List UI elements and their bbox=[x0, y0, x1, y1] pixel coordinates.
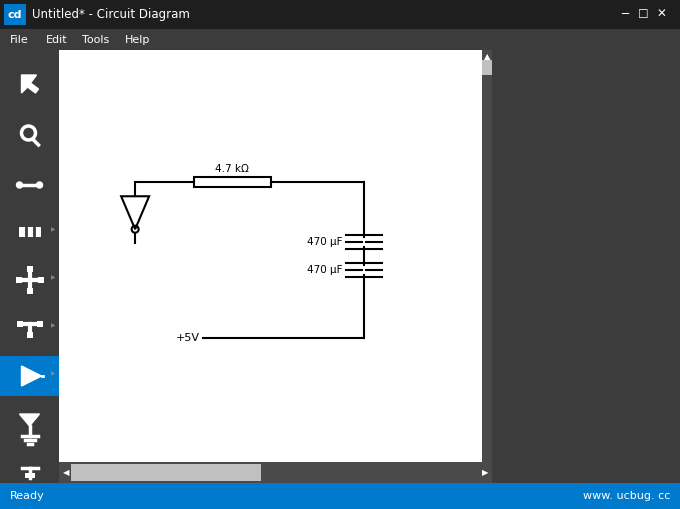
Bar bbox=[24, 473, 35, 478]
Polygon shape bbox=[22, 366, 41, 386]
Bar bbox=[16, 277, 22, 283]
Text: ▶: ▶ bbox=[51, 275, 55, 280]
Text: ▶: ▶ bbox=[481, 468, 488, 477]
Text: Edit: Edit bbox=[46, 35, 67, 44]
Text: 4.7 kΩ: 4.7 kΩ bbox=[216, 164, 250, 174]
Bar bbox=[482, 50, 492, 462]
Bar bbox=[16, 321, 22, 327]
Circle shape bbox=[37, 182, 42, 188]
Bar bbox=[37, 321, 42, 327]
Text: Untitled* - Circuit Diagram: Untitled* - Circuit Diagram bbox=[32, 8, 190, 21]
Bar bbox=[59, 462, 492, 483]
Text: ▲: ▲ bbox=[483, 52, 490, 62]
Bar bbox=[59, 50, 482, 462]
Text: ◀: ◀ bbox=[63, 468, 69, 477]
Bar bbox=[59, 50, 680, 462]
Bar bbox=[0, 29, 680, 50]
Text: ─: ─ bbox=[622, 8, 628, 21]
Bar bbox=[27, 288, 33, 294]
Bar bbox=[71, 464, 261, 481]
Text: 470 μF: 470 μF bbox=[307, 265, 343, 275]
Bar bbox=[18, 227, 41, 237]
Text: ▶: ▶ bbox=[51, 228, 55, 233]
Polygon shape bbox=[20, 414, 39, 426]
Bar bbox=[0, 483, 680, 509]
Text: Tools: Tools bbox=[82, 35, 109, 44]
Text: 470 μF: 470 μF bbox=[307, 237, 343, 246]
Bar bbox=[0, 0, 680, 29]
Circle shape bbox=[16, 182, 22, 188]
Text: www. ucbug. cc: www. ucbug. cc bbox=[583, 491, 670, 501]
Bar bbox=[4, 4, 26, 25]
Text: Ready: Ready bbox=[10, 491, 45, 501]
Polygon shape bbox=[22, 75, 39, 93]
Text: ▶: ▶ bbox=[51, 372, 55, 377]
Bar bbox=[27, 332, 33, 338]
Bar bbox=[0, 356, 59, 396]
Bar bbox=[27, 266, 33, 272]
Text: cd: cd bbox=[7, 10, 22, 19]
Polygon shape bbox=[121, 196, 149, 229]
Bar bbox=[37, 277, 44, 283]
Bar bbox=[0, 50, 59, 462]
Text: +5V: +5V bbox=[176, 333, 200, 344]
Text: ✕: ✕ bbox=[656, 8, 666, 21]
Text: File: File bbox=[10, 35, 29, 44]
Bar bbox=[194, 177, 271, 187]
Text: ☐: ☐ bbox=[638, 8, 648, 21]
Text: ▶: ▶ bbox=[51, 324, 55, 328]
Text: Help: Help bbox=[124, 35, 150, 44]
Bar bbox=[482, 60, 492, 75]
